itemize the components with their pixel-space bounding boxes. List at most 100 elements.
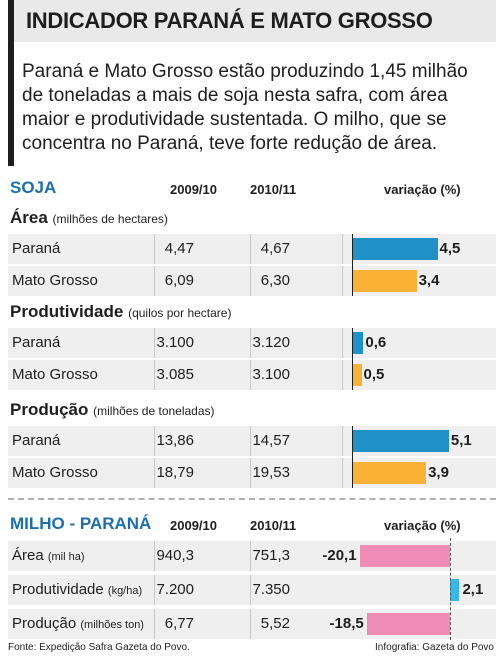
value-2010: 6,30 [260,272,290,289]
value-2009: 18,79 [156,464,194,481]
variation-bar [352,270,417,292]
variation-bar [366,613,450,635]
variation-bar [352,238,438,260]
row-label: Área (mil ha) [12,547,85,564]
soja-section-title: SOJA [10,178,57,197]
intro-accent-bar [8,42,14,166]
group-unit: (milhões de toneladas) [93,404,215,418]
value-2009: 6,09 [164,272,194,289]
column-separator [154,328,155,358]
col-header-variacao: variação (%) [384,182,461,197]
column-separator [154,360,155,390]
col-header-2009: 2009/10 [170,518,217,533]
variation-bar [450,579,460,601]
variation-label: 4,5 [439,240,461,257]
column-separator [154,234,155,264]
group-name: Produção [10,400,94,419]
source-note: Fonte: Expedição Safra Gazeta do Povo. [8,642,190,653]
table-row: Paraná 3.100 3.120 [8,328,496,358]
group-name: Produtividade [10,302,129,321]
column-separator [250,266,251,296]
value-2010: 5,52 [260,615,290,632]
value-2010: 19,53 [252,464,290,481]
column-separator [342,426,343,456]
variation-label: -20,1 [322,547,357,564]
row-label-unit: (kg/ha) [107,585,143,597]
value-2009: 7.200 [156,581,194,598]
variation-bar [352,332,364,354]
row-label: Paraná [12,240,61,257]
table-row: Mato Grosso 3.085 3.100 [8,360,496,390]
column-separator [154,266,155,296]
value-2009: 6,77 [164,615,194,632]
variation-bar [359,545,450,567]
value-2009: 4,47 [164,240,194,257]
variation-label: 5,1 [450,432,472,449]
section-divider [8,498,496,500]
row-label: Mato Grosso [12,464,98,481]
zero-axis [352,234,353,296]
column-separator [342,266,343,296]
variation-label: 3,4 [418,272,440,289]
row-label-name: Produtividade [12,581,108,598]
row-label: Paraná [12,334,61,351]
group-title: Produção (milhões de toneladas) [10,400,215,420]
value-2010: 7.350 [252,581,290,598]
variation-label: 0,6 [365,334,387,351]
zero-axis [352,328,353,390]
col-header-2010: 2010/11 [250,182,297,197]
column-separator [342,458,343,488]
title-bar: INDICADOR PARANÁ E MATO GROSSO [8,0,496,42]
zero-axis [352,426,353,488]
group-unit: (quilos por hectare) [128,306,232,320]
column-separator [250,360,251,390]
value-2009: 940,3 [156,547,194,564]
value-2009: 3.085 [156,366,194,383]
col-header-2010: 2010/11 [250,518,297,533]
column-separator [154,541,155,571]
value-2010: 14,57 [252,432,290,449]
column-separator [250,609,251,639]
value-2010: 3.120 [252,334,290,351]
column-separator [342,328,343,358]
group-title: Produtividade (quilos por hectare) [10,302,231,322]
page-title: INDICADOR PARANÁ E MATO GROSSO [26,8,433,33]
value-2009: 3.100 [156,334,194,351]
variation-label: 3,9 [428,464,449,481]
variation-label: -18,5 [329,615,364,632]
row-label: Produção (milhões ton) [12,615,144,632]
column-separator [250,575,251,605]
col-header-variacao: variação (%) [384,518,461,533]
column-separator [250,541,251,571]
column-separator [250,234,251,264]
group-unit: (milhões de hectares) [52,212,168,226]
value-2010: 3.100 [252,366,290,383]
row-label: Mato Grosso [12,272,98,289]
column-separator [250,328,251,358]
row-label: Paraná [12,432,61,449]
column-separator [250,426,251,456]
intro-paragraph: Paraná e Mato Grosso estão produzindo 1,… [22,61,468,154]
column-separator [342,234,343,264]
column-separator [250,458,251,488]
column-separator [154,458,155,488]
row-label-unit: (milhões ton) [80,619,144,631]
column-separator [154,609,155,639]
variation-label: 0,5 [363,366,385,383]
row-label-name: Produção [12,615,81,632]
zero-axis [450,538,451,640]
variation-label: 2,1 [462,581,484,598]
credit-note: Infografia: Gazeta do Povo [375,642,494,653]
table-row: Produtividade (kg/ha) 7.200 7.350 [8,575,496,605]
variation-bar [352,462,427,484]
milho-section-title: MILHO - PARANÁ [10,514,152,533]
row-label: Produtividade (kg/ha) [12,581,142,598]
variation-bar [352,430,449,452]
value-2010: 4,67 [260,240,290,257]
group-name: Área [10,208,53,227]
value-2009: 13,86 [156,432,194,449]
column-separator [342,360,343,390]
row-label-name: Área [12,547,48,564]
group-title: Área (milhões de hectares) [10,208,168,228]
value-2010: 751,3 [252,547,290,564]
